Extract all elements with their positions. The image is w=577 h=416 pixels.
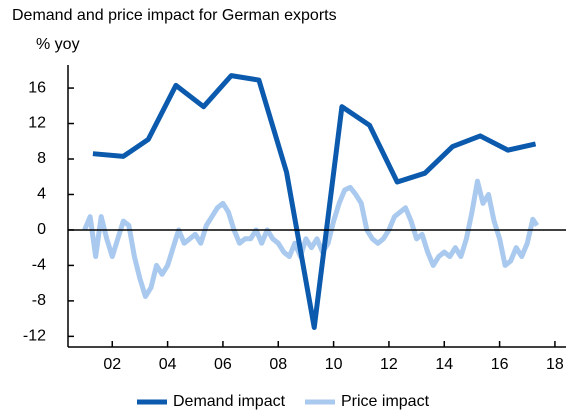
series-line	[92, 73, 537, 330]
y-tick-label: 0	[37, 221, 46, 238]
y-axis-label: % yoy	[36, 36, 80, 53]
x-tick-label: 04	[159, 356, 177, 373]
x-tick-label: 08	[269, 356, 287, 373]
y-tick-label: 8	[37, 150, 46, 167]
x-tick-label: 16	[491, 356, 509, 373]
x-tick-label: 06	[214, 356, 232, 373]
x-tick-label: 02	[103, 356, 121, 373]
chart-title: Demand and price impact for German expor…	[12, 7, 337, 24]
y-tick-label: -4	[32, 257, 46, 274]
x-tick-label: 14	[435, 356, 453, 373]
legend-label: Demand impact	[173, 393, 286, 410]
x-tick-label: 10	[325, 356, 343, 373]
series-line	[82, 178, 540, 299]
y-tick-label: 16	[28, 79, 46, 96]
x-tick-label: 18	[546, 356, 564, 373]
y-tick-label: 4	[37, 186, 46, 203]
y-tick-label: 12	[28, 115, 46, 132]
x-tick-label: 12	[380, 356, 398, 373]
y-tick-label: -12	[23, 328, 46, 345]
legend-label: Price impact	[341, 393, 430, 410]
y-tick-label: -8	[32, 292, 46, 309]
